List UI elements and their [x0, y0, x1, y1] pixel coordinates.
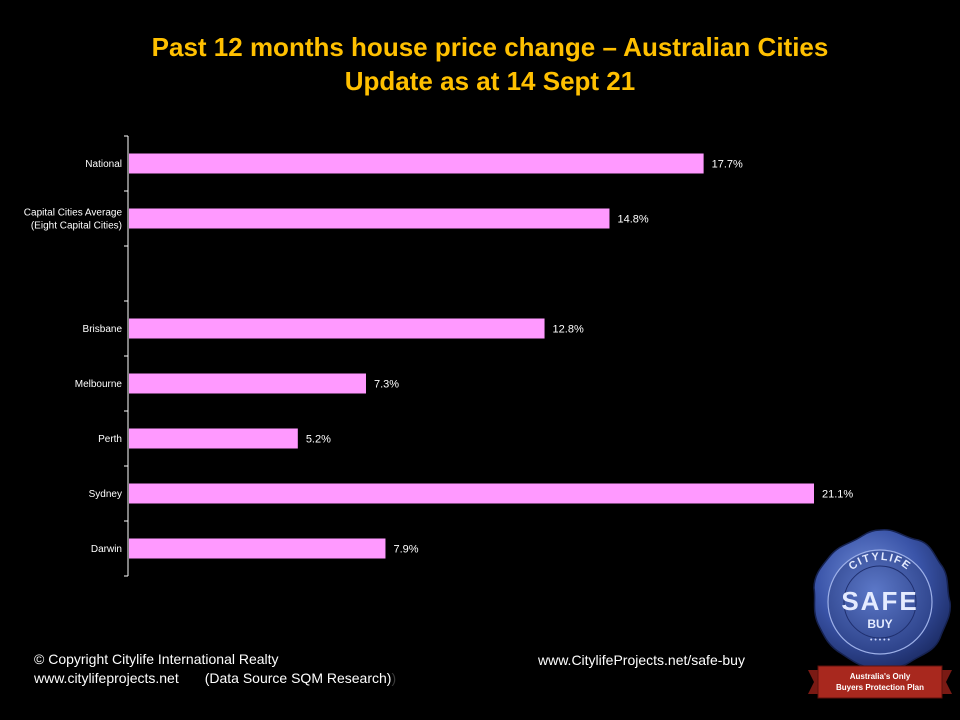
- value-label: 7.9%: [393, 544, 418, 556]
- category-label: Brisbane: [83, 324, 123, 335]
- bar-chart: National 17.7% Capital Cities Average (Eigh…: [24, 135, 853, 577]
- footer-source-line: www.citylifeprojects.net (Data Source SQM…: [34, 669, 396, 688]
- data-source-text: (Data Source SQM Research): [204, 670, 392, 686]
- copyright-text: © Copyright Citylife International Realt…: [34, 651, 279, 667]
- bar: [129, 153, 704, 174]
- bar: [129, 208, 610, 229]
- ribbon-band: [817, 665, 943, 699]
- category-label: Capital Cities Average (Eight Capital Cit…: [24, 208, 123, 232]
- category-label: Darwin: [91, 544, 122, 555]
- value-label: 17.7%: [712, 159, 743, 171]
- chart-title: Past 12 months house price change – Aust…: [0, 30, 960, 98]
- value-label: 12.8%: [553, 324, 584, 336]
- value-label: 7.3%: [374, 379, 399, 391]
- category-label: National: [85, 159, 122, 170]
- bar: [129, 538, 386, 559]
- ribbon-line-2: Buyers Protection Plan: [836, 683, 924, 692]
- category-label: Sydney: [89, 489, 122, 500]
- value-label: 14.8%: [617, 214, 648, 226]
- footer-website-link[interactable]: www.citylifeprojects.net: [34, 670, 179, 686]
- bar: [129, 373, 366, 394]
- value-label: 5.2%: [306, 434, 331, 446]
- chart-title-line-1: Past 12 months house price change – Aust…: [151, 32, 829, 62]
- category-label: Perth: [98, 434, 122, 445]
- safe-buy-link[interactable]: www.CitylifeProjects.net/safe-buy: [538, 652, 745, 668]
- ribbon-left-tail: [808, 670, 820, 694]
- seal-sub-text: BUY: [867, 617, 892, 631]
- safe-buy-seal-icon: CITYLIFE SAFE BUY • • • • • Australia's …: [808, 529, 952, 699]
- value-label: 21.1%: [822, 489, 853, 501]
- footer-left: © Copyright Citylife International Realt…: [34, 650, 396, 688]
- bar: [129, 483, 814, 504]
- ribbon-right-tail: [940, 670, 952, 694]
- chart-title-line-2: Update as at 14 Sept 21: [344, 66, 636, 96]
- seal-dots: • • • • •: [870, 637, 891, 644]
- bar: [129, 318, 545, 339]
- category-label: Melbourne: [75, 379, 123, 390]
- bar: [129, 428, 298, 449]
- data-source-trail: ): [391, 670, 397, 686]
- seal-main-text: SAFE: [841, 586, 918, 616]
- ribbon-line-1: Australia's Only: [850, 672, 911, 681]
- seal-inner-ring: [827, 549, 933, 655]
